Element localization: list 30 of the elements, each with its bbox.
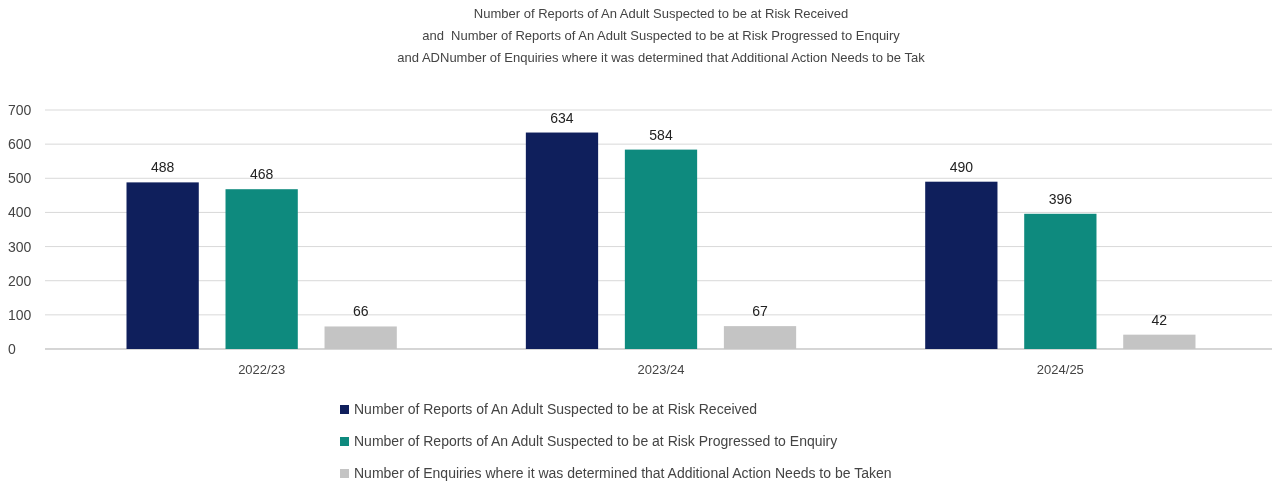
data-label: 490 bbox=[949, 158, 974, 175]
data-label: 396 bbox=[1048, 190, 1073, 207]
bar bbox=[624, 149, 698, 349]
data-label: 488 bbox=[150, 159, 175, 176]
data-label: 634 bbox=[550, 109, 574, 126]
data-label: 468 bbox=[249, 166, 274, 183]
y-tick-label: 700 bbox=[8, 102, 32, 118]
y-tick-label: 500 bbox=[8, 170, 32, 187]
data-label: 67 bbox=[752, 303, 769, 320]
data-label: 66 bbox=[352, 303, 369, 320]
data-label: 42 bbox=[1151, 311, 1168, 328]
x-tick-label: 2022/23 bbox=[238, 362, 286, 377]
bar bbox=[925, 181, 998, 349]
y-tick-label: 0 bbox=[8, 341, 16, 357]
y-tick-label: 400 bbox=[8, 204, 32, 221]
legend-label: Number of Enquiries where it was determined that Additional Action Needs to be Taken bbox=[354, 465, 892, 481]
bar bbox=[525, 132, 599, 349]
bar bbox=[1024, 213, 1097, 349]
y-tick-label: 600 bbox=[8, 136, 32, 153]
bar bbox=[225, 189, 298, 349]
chart-title: Number of Reports of An Adult Suspected to be at Risk Received and Number of Reports of An Adult Suspected to be at Risk Progressed to Enquiry and ADNumber of Enquiries where it was determined that Additional Action Needs to be Tak bbox=[397, 6, 926, 65]
legend-label: Number of Reports of An Adult Suspected to be at Risk Progressed to Enquiry bbox=[354, 433, 838, 449]
data-label: 584 bbox=[649, 126, 673, 143]
bar bbox=[126, 182, 199, 349]
y-tick-label: 300 bbox=[8, 238, 32, 255]
y-tick-label: 200 bbox=[8, 272, 32, 289]
x-tick-label: 2024/25 bbox=[1036, 362, 1084, 377]
x-tick-label: 2023/24 bbox=[637, 362, 685, 377]
legend-label: Number of Reports of An Adult Suspected to be at Risk Received bbox=[354, 401, 758, 417]
y-tick-label: 100 bbox=[8, 306, 32, 323]
